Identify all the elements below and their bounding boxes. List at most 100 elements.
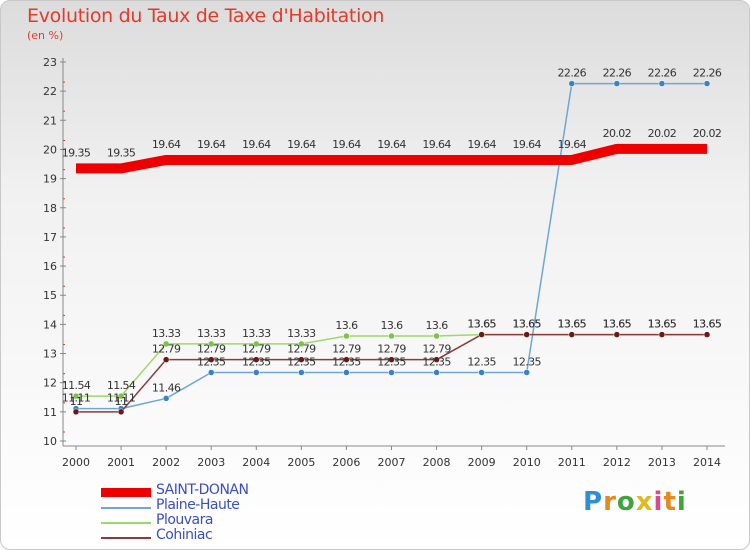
x-tick-label: 2000 bbox=[62, 456, 90, 469]
data-label-cohiniac: 12.79 bbox=[377, 343, 406, 356]
data-label-cohiniac: 13.65 bbox=[512, 318, 541, 331]
data-point-plouvara bbox=[388, 332, 395, 340]
data-point-plouvara bbox=[117, 392, 125, 400]
data-point-plouvara bbox=[162, 340, 170, 348]
x-tick-label: 2012 bbox=[603, 456, 631, 469]
data-label-plouvara: 13.33 bbox=[287, 327, 316, 340]
chart-title: Evolution du Taux de Taxe d'Habitation bbox=[27, 5, 385, 27]
data-label-plaine-haute: 12.35 bbox=[377, 355, 406, 368]
data-label-plaine-haute: 12.35 bbox=[242, 355, 271, 368]
data-label-plouvara: 13.65 bbox=[467, 318, 496, 331]
x-tick-label: 2010 bbox=[513, 456, 541, 469]
y-tick-label: 19 bbox=[43, 173, 57, 186]
chart-unit-label: (en %) bbox=[27, 29, 64, 42]
data-label-plaine-haute: 22.26 bbox=[603, 67, 632, 80]
data-point-plaine-haute bbox=[568, 80, 576, 87]
data-point-plaine-haute bbox=[253, 369, 260, 376]
data-label-plaine-haute: 22.26 bbox=[693, 67, 722, 80]
data-point-cohiniac bbox=[433, 356, 440, 363]
data-label-cohiniac: 11 bbox=[70, 395, 83, 408]
y-tick-label: 18 bbox=[43, 202, 57, 215]
data-label-saint-donan: 19.64 bbox=[558, 138, 587, 151]
data-label-saint-donan: 19.64 bbox=[512, 138, 541, 151]
legend-swatch-cohiniac bbox=[101, 537, 151, 539]
data-point-plaine-haute bbox=[388, 369, 395, 376]
x-tick-label: 2005 bbox=[287, 456, 315, 469]
data-point-cohiniac bbox=[523, 331, 530, 338]
data-label-cohiniac: 12.79 bbox=[242, 343, 271, 356]
data-point-plaine-haute bbox=[478, 369, 485, 376]
data-point-cohiniac bbox=[207, 356, 215, 363]
data-label-plaine-haute: 12.35 bbox=[467, 355, 496, 368]
data-label-cohiniac: 12.79 bbox=[332, 343, 361, 356]
data-label-plouvara: 13.65 bbox=[558, 318, 587, 331]
x-tick-label: 2001 bbox=[107, 456, 135, 469]
data-label-plouvara: 13.6 bbox=[426, 319, 449, 332]
data-point-plaine-haute bbox=[523, 369, 530, 376]
data-point-cohiniac bbox=[388, 356, 395, 363]
data-label-saint-donan: 19.64 bbox=[422, 138, 451, 151]
data-label-cohiniac: 12.79 bbox=[287, 343, 316, 356]
data-point-plouvara bbox=[72, 392, 80, 400]
data-point-plaine-haute bbox=[343, 369, 350, 376]
data-point-plaine-haute bbox=[298, 369, 305, 376]
chart-series bbox=[72, 80, 711, 416]
data-point-plaine-haute bbox=[162, 395, 170, 402]
legend-label-saint-donan: SAINT-DONAN bbox=[156, 482, 249, 498]
data-label-saint-donan: 19.64 bbox=[467, 138, 496, 151]
proxiti-logo: Proxiti bbox=[583, 487, 687, 517]
x-tick-label: 2013 bbox=[648, 456, 676, 469]
data-point-cohiniac bbox=[117, 408, 125, 416]
data-point-cohiniac bbox=[478, 331, 485, 338]
data-label-cohiniac: 12.79 bbox=[152, 343, 181, 356]
data-label-cohiniac: 13.65 bbox=[693, 318, 722, 331]
x-tick-label: 2009 bbox=[468, 456, 496, 469]
data-label-plaine-haute: 11.11 bbox=[62, 392, 91, 405]
data-label-plouvara: 13.65 bbox=[693, 318, 722, 331]
data-point-cohiniac bbox=[613, 331, 621, 338]
data-label-cohiniac: 13.65 bbox=[648, 318, 677, 331]
x-tick-label: 2008 bbox=[423, 456, 451, 469]
data-point-plouvara bbox=[298, 340, 305, 348]
data-label-saint-donan: 19.35 bbox=[62, 146, 91, 159]
y-tick-label: 15 bbox=[43, 289, 57, 302]
y-tick-label: 14 bbox=[43, 318, 57, 331]
data-label-saint-donan: 19.64 bbox=[332, 138, 361, 151]
y-tick-label: 10 bbox=[43, 435, 57, 448]
data-label-plouvara: 11.54 bbox=[107, 379, 136, 392]
x-tick-label: 2011 bbox=[558, 456, 586, 469]
x-tick-label: 2003 bbox=[197, 456, 225, 469]
data-label-cohiniac: 11 bbox=[115, 395, 128, 408]
data-label-plouvara: 13.6 bbox=[380, 319, 403, 332]
data-label-plouvara: 13.65 bbox=[512, 318, 541, 331]
data-point-cohiniac bbox=[162, 356, 170, 363]
data-point-cohiniac bbox=[343, 356, 350, 363]
data-label-plouvara: 13.33 bbox=[242, 327, 271, 340]
data-point-cohiniac bbox=[658, 331, 666, 338]
y-tick-label: 23 bbox=[43, 56, 57, 69]
data-point-plaine-haute bbox=[613, 80, 621, 87]
data-label-plaine-haute: 12.35 bbox=[332, 355, 361, 368]
data-label-saint-donan: 19.64 bbox=[287, 138, 316, 151]
y-tick-label: 22 bbox=[43, 85, 57, 98]
data-point-plaine-haute bbox=[207, 369, 215, 376]
x-tick-label: 2002 bbox=[152, 456, 180, 469]
data-label-saint-donan: 20.02 bbox=[648, 127, 677, 140]
y-tick-label: 17 bbox=[43, 231, 57, 244]
data-label-plouvara: 13.6 bbox=[335, 319, 358, 332]
data-point-plouvara bbox=[343, 332, 350, 340]
data-point-plaine-haute bbox=[658, 80, 666, 87]
data-point-cohiniac bbox=[253, 356, 260, 363]
data-label-plaine-haute: 22.26 bbox=[558, 67, 587, 80]
data-point-plouvara bbox=[253, 340, 260, 348]
data-point-plaine-haute bbox=[433, 369, 440, 376]
series-line-saint-donan bbox=[76, 143, 707, 174]
data-label-saint-donan: 19.64 bbox=[152, 138, 181, 151]
data-label-plouvara: 13.65 bbox=[603, 318, 632, 331]
data-label-saint-donan: 19.64 bbox=[197, 138, 226, 151]
data-label-cohiniac: 13.65 bbox=[467, 318, 496, 331]
data-label-saint-donan: 20.02 bbox=[693, 127, 722, 140]
data-label-plaine-haute: 12.35 bbox=[512, 355, 541, 368]
